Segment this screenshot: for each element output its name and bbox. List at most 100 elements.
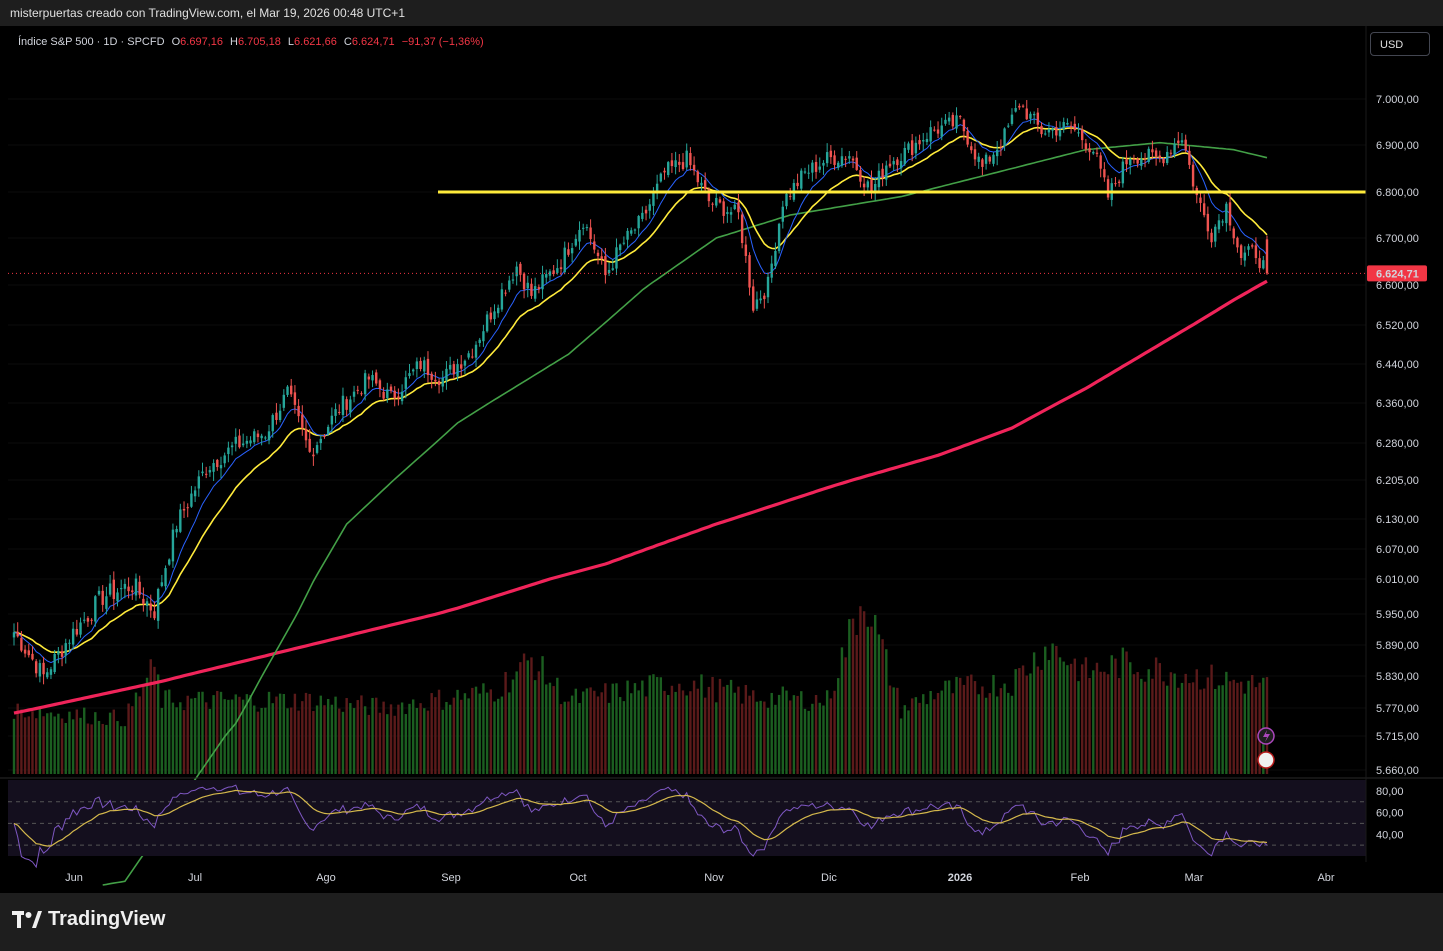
candle-body [984,154,988,164]
volume-bar [903,705,906,774]
candle-body [744,244,748,256]
candle-body [1047,129,1051,133]
price-axis-tick: 6.280,00 [1376,438,1419,450]
volume-bar [1162,681,1165,774]
volume-bar [766,707,770,774]
volume-bar [386,714,389,774]
candle-body [648,204,651,211]
volume-bar [1040,669,1043,774]
volume-bar [112,709,115,774]
volume-bar [692,680,696,774]
volume-bar [840,647,844,774]
candle-body [630,230,633,234]
volume-bar [1014,669,1017,774]
candle-body [145,601,149,606]
candle-body [375,372,378,384]
volume-bar [367,714,371,774]
candle-body [504,292,507,294]
volume-bar [1088,678,1091,774]
candle-body [1099,155,1102,169]
volume-bar [1251,675,1254,774]
volume-bar [338,708,341,774]
candle-body [718,199,722,203]
volume-bar [933,699,936,774]
volume-bar [1117,678,1121,774]
volume-bar [940,690,943,774]
candle-body [1232,228,1235,239]
volume-bar [234,694,237,774]
volume-bar [648,675,651,774]
volume-bar [463,693,467,774]
time-axis-tick: Oct [569,872,586,884]
volume-bar [737,686,740,774]
volume-bar [877,634,881,774]
candle-body [238,435,241,448]
candle-body [404,377,407,389]
candle-body [27,650,30,656]
rsi-axis-tick: 40,00 [1376,829,1404,841]
volume-bar [415,708,419,774]
tradingview-brand[interactable]: TradingView [12,908,165,931]
candle-body [389,386,393,391]
candle-body [153,611,156,619]
candle-body [356,389,359,391]
volume-bar [301,701,304,774]
candle-body [186,507,189,509]
volume-bar [611,683,614,774]
candle-body [360,393,363,395]
volume-bar [86,723,90,774]
last-price-label: 6.624,71 [1376,268,1419,280]
candle-body [315,445,319,453]
candle-body [659,173,663,182]
volume-bar [94,712,97,774]
candle-body [1236,237,1239,248]
volume-bar [16,703,19,774]
candle-body [670,160,674,167]
candle-body [844,158,847,160]
candle-body [12,632,16,638]
chart-frame[interactable]: 6.624,71 80,00 60,00 40,00 7.000,00 6.900,0… [0,26,1443,893]
currency-button[interactable]: USD [1370,32,1430,56]
volume-bar [489,689,493,774]
volume-bar [20,709,23,774]
candle-body [179,509,182,532]
volume-bar [249,695,252,774]
time-axis-tick: Abr [1317,872,1334,884]
volume-bar [733,692,736,774]
volume-bar [138,696,141,774]
candle-body [282,394,286,408]
candle-body [467,353,470,358]
candle-body [46,672,49,678]
candle-body [1243,252,1247,261]
volume-bar [208,708,212,774]
candle-body [803,171,807,173]
volume-bar [1044,646,1047,774]
candle-body [312,454,315,457]
volume-bar [1095,662,1099,774]
volume-bar [1051,643,1054,774]
candle-body [988,156,991,162]
chart-svg[interactable]: 6.624,71 80,00 60,00 40,00 7.000,00 6.900,0… [0,26,1443,893]
volume-bar [315,705,319,774]
volume-bar [197,691,201,774]
candle-body [1114,183,1117,185]
volume-bar [1239,681,1243,774]
volume-bar [264,707,267,774]
candle-body [807,172,810,174]
candle-body [740,214,744,244]
moving-average-layer [13,118,1268,886]
volume-bar [755,701,759,774]
candle-body [460,364,463,369]
candle-body [811,162,814,173]
rsi-layer: 80,00 60,00 40,00 [8,780,1404,869]
volume-bar [190,698,193,774]
candle-body [1254,245,1258,259]
volume-bar [500,696,504,774]
price-axis-tick: 5.770,00 [1376,703,1419,715]
candle-body [267,431,271,441]
volume-bar [718,678,722,774]
volume-bar [179,702,182,774]
price-axis-tick: 6.010,00 [1376,574,1419,586]
volume-bar [278,693,282,774]
volume-bar [644,696,648,774]
